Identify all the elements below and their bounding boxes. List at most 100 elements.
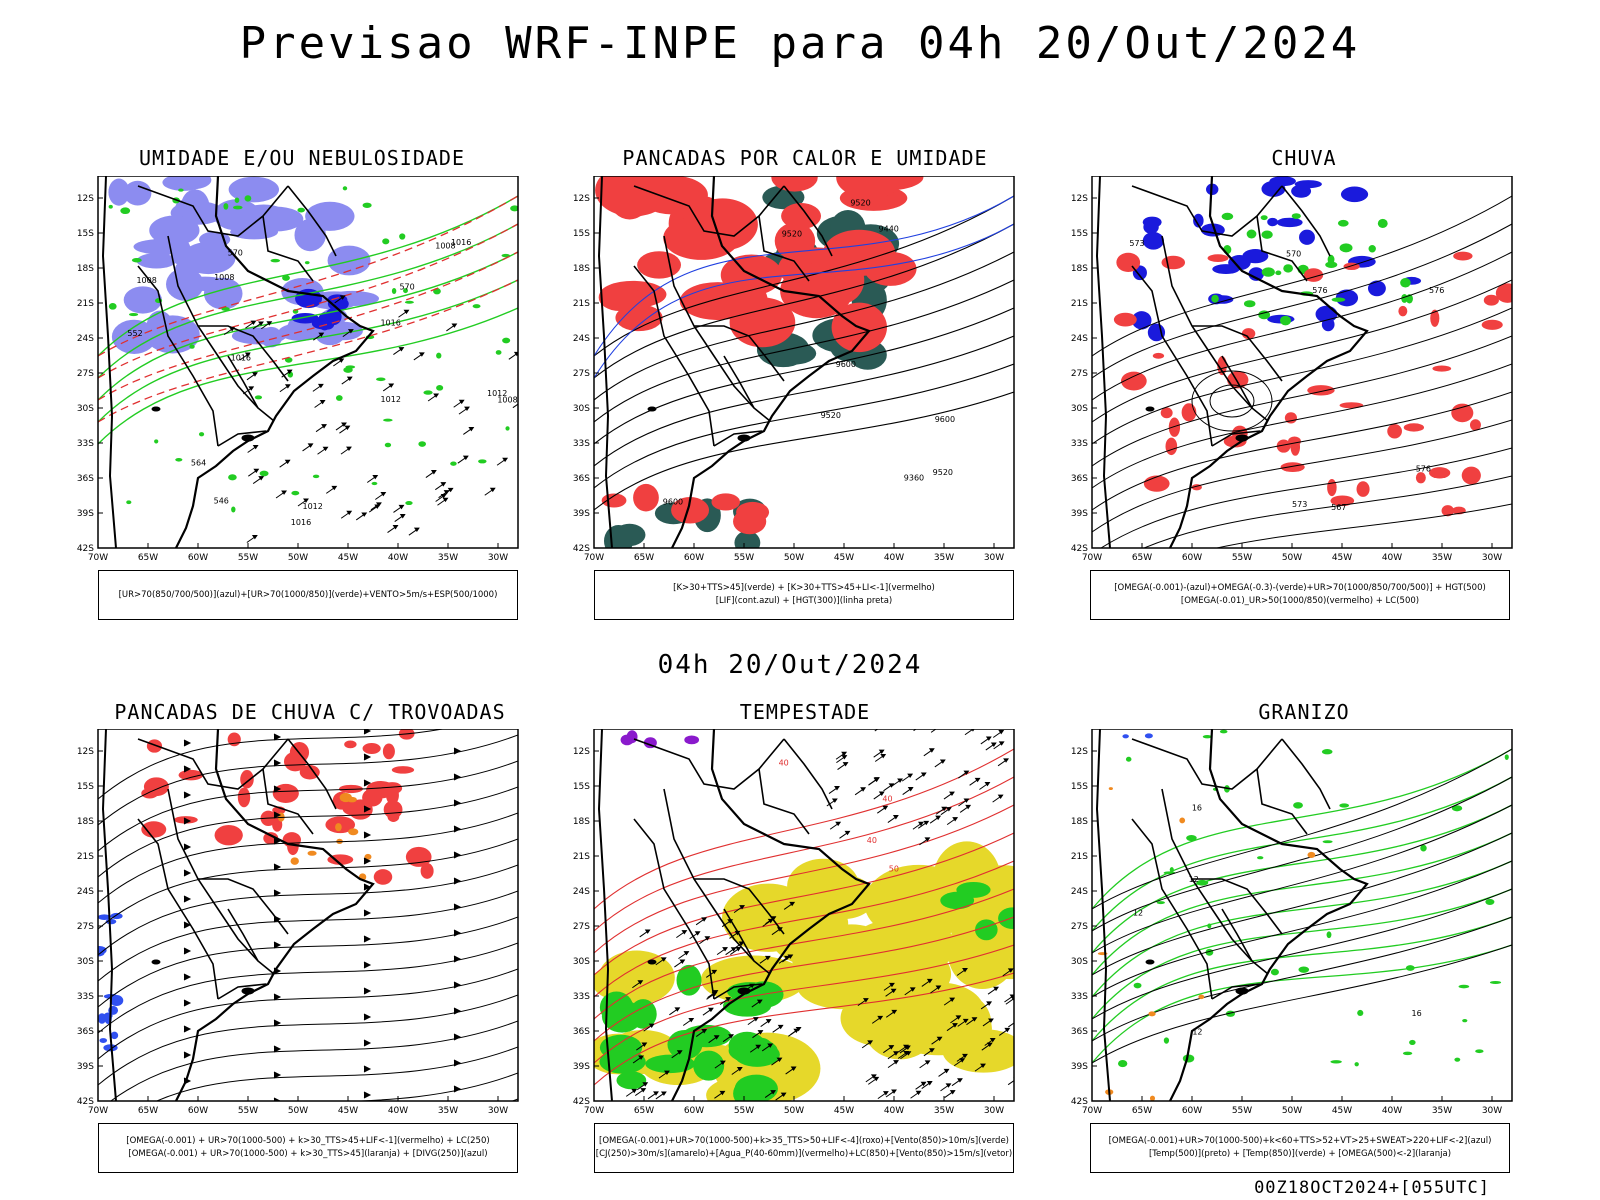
lon-tick-label: 40W bbox=[388, 1106, 408, 1116]
lagoon bbox=[1235, 434, 1249, 442]
orange-omega-patch bbox=[1108, 787, 1113, 791]
contour-label: 40 bbox=[867, 836, 877, 845]
red-thickness-line bbox=[98, 279, 518, 423]
contour-label: 1012 bbox=[302, 502, 322, 511]
country-border bbox=[227, 908, 275, 975]
wind-vector-head bbox=[701, 917, 708, 922]
green-wind850-patch bbox=[601, 999, 643, 1033]
green-humidity-patch bbox=[384, 442, 392, 448]
streamline-arrow bbox=[273, 733, 282, 741]
wind-vector-head bbox=[949, 997, 956, 1003]
contour-label: 1012 bbox=[487, 389, 507, 398]
lat-tick-label: 42S bbox=[77, 544, 94, 554]
streamline-arrow bbox=[363, 1039, 372, 1047]
blue-rain-patch bbox=[1340, 186, 1369, 203]
red-rain-patch bbox=[1356, 481, 1370, 497]
green-temp-patches-patch bbox=[1156, 901, 1165, 905]
lon-tick-label: 35W bbox=[1432, 1106, 1452, 1116]
lat-tick-label: 30S bbox=[77, 957, 94, 967]
wind-vector-head bbox=[694, 931, 701, 936]
red-rain-patch bbox=[1495, 283, 1512, 303]
streamline-arrow bbox=[453, 1007, 462, 1015]
lc250-streamlines-line bbox=[98, 838, 518, 930]
wind-vector-head bbox=[867, 1040, 874, 1045]
orange-omega-patch bbox=[1149, 1095, 1156, 1101]
wind-vector-head bbox=[347, 329, 354, 334]
wind-vector-head bbox=[644, 929, 651, 934]
lat-tick-label: 39S bbox=[77, 1062, 94, 1072]
wind-vector-head bbox=[831, 798, 838, 803]
lon-tick-label: 30W bbox=[984, 553, 1004, 563]
plot-frame bbox=[97, 729, 519, 1102]
hgt300-contours-line bbox=[594, 195, 1014, 357]
green-temp-patches-patch bbox=[1163, 1037, 1170, 1044]
green-rain-patch bbox=[1337, 219, 1349, 227]
lat-tick-label: 42S bbox=[77, 1097, 94, 1107]
green-humidity-patch bbox=[189, 344, 195, 349]
green-humidity-patch bbox=[371, 481, 378, 486]
wind-vector-head bbox=[936, 1036, 943, 1042]
red-south-patch bbox=[633, 483, 659, 512]
green-contours-line bbox=[98, 251, 518, 401]
green-humidity-patch bbox=[362, 202, 372, 208]
green-humidity-patch bbox=[335, 395, 343, 401]
wind-vector-head bbox=[789, 901, 796, 907]
wind-vector-head bbox=[344, 425, 351, 431]
panel-title-trovoadas: PANCADAS DE CHUVA C/ TROVOADAS bbox=[114, 700, 506, 724]
red-convection-patch bbox=[637, 251, 681, 279]
streamline-arrow bbox=[453, 851, 462, 859]
green-temp-patches-patch bbox=[1354, 1062, 1359, 1067]
lon-tick-label: 65W bbox=[138, 553, 158, 563]
orange-thunder-patch bbox=[339, 792, 352, 803]
green-temp-patches-patch bbox=[1298, 966, 1310, 973]
red-thunder-patch bbox=[178, 769, 204, 781]
wind-vector-head bbox=[878, 791, 885, 796]
blue-rain-patch bbox=[1267, 217, 1278, 227]
lat-tick-label: 36S bbox=[77, 474, 94, 484]
streamline-arrow bbox=[453, 903, 462, 911]
wind-vector-head bbox=[767, 918, 774, 924]
yellow-jet-patch bbox=[796, 961, 891, 1010]
wind-vector-head bbox=[928, 1048, 935, 1053]
contour-label: 9520 bbox=[933, 468, 953, 477]
plot-frame bbox=[1091, 176, 1513, 549]
wind-vector-head bbox=[719, 1090, 726, 1096]
plot-frame bbox=[97, 176, 519, 549]
wind-vector-head bbox=[307, 443, 314, 448]
wind-vector-head bbox=[338, 358, 345, 363]
lagoon bbox=[241, 987, 255, 995]
green-humidity-patch bbox=[382, 238, 390, 245]
wind-vector bbox=[1007, 1079, 1014, 1086]
lat-tick-label: 30S bbox=[573, 404, 590, 414]
blue-humidity-patch bbox=[162, 176, 205, 191]
green-humidity-patch bbox=[128, 312, 139, 317]
wind-vector-head bbox=[641, 1042, 648, 1047]
streamline-arrow bbox=[273, 889, 282, 897]
temp850-contours-line bbox=[1092, 748, 1512, 910]
wind-vector-head bbox=[303, 498, 309, 503]
lake bbox=[1145, 959, 1155, 965]
wind-vector-head bbox=[331, 485, 338, 491]
wind-vector-head bbox=[399, 514, 406, 519]
streamline-arrow bbox=[183, 947, 192, 955]
caption-tempestade: [OMEGA(-0.001)+UR>70(1000-500)+k>35_TTS>… bbox=[594, 1123, 1014, 1173]
blue-hail-patch bbox=[1122, 734, 1129, 739]
streamline-arrow bbox=[183, 999, 192, 1007]
wind-vector-head bbox=[319, 399, 326, 405]
wind-vector-head bbox=[920, 772, 927, 777]
red-thunder-patch bbox=[299, 765, 320, 780]
lat-tick-label: 21S bbox=[77, 299, 94, 309]
wind-vector-head bbox=[924, 837, 931, 842]
lagoon bbox=[737, 434, 751, 442]
lc250-streamlines-line bbox=[98, 786, 518, 878]
wind-vector-head bbox=[920, 1081, 927, 1087]
green-humidity-patch bbox=[304, 261, 310, 265]
main-title: Previsao WRF-INPE para 04h 20/Out/2024 bbox=[239, 18, 1361, 69]
green-humidity-patch bbox=[198, 432, 205, 437]
wind-vector-head bbox=[380, 491, 387, 497]
caption-chuva: [OMEGA(-0.001)-(azul)+OMEGA(-0.3)-(verde… bbox=[1090, 570, 1510, 620]
orange-thunder-patch bbox=[348, 828, 359, 836]
country-border bbox=[1131, 185, 1283, 237]
wind-vector-head bbox=[924, 1060, 931, 1065]
lat-tick-label: 39S bbox=[1071, 1062, 1088, 1072]
